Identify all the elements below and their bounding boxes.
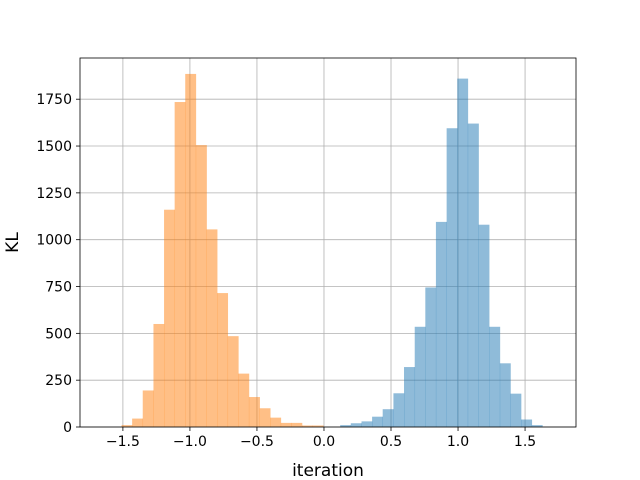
histogram-bar [259, 408, 271, 427]
histogram-bar [361, 421, 373, 427]
x-tick-label: 1.5 [514, 434, 536, 450]
histogram-bar [446, 128, 458, 427]
y-axis-label: KL [3, 232, 23, 253]
y-tick-label: 500 [45, 326, 72, 342]
histogram-bar [270, 417, 282, 427]
histogram-bar [467, 123, 479, 427]
histogram-bar [372, 416, 383, 427]
histogram-series-0 [340, 78, 543, 427]
histogram-bar [121, 425, 133, 427]
bars [121, 73, 543, 428]
y-tick-label: 250 [45, 373, 72, 389]
histogram-bar [521, 419, 533, 427]
histogram-bar [382, 409, 394, 427]
x-tick-label: −1.0 [173, 434, 207, 450]
x-tick-label: 1.0 [447, 434, 469, 450]
histogram-bar [393, 393, 405, 427]
histogram-bar [499, 363, 511, 427]
histogram-bar [350, 423, 362, 427]
histogram-bar [291, 422, 303, 427]
histogram-bar [425, 287, 437, 427]
histogram-bar [414, 326, 426, 427]
histogram-bar [248, 397, 260, 427]
histogram-bar [312, 425, 324, 427]
histogram-bar [301, 425, 314, 427]
plot-frame [79, 57, 577, 428]
histogram-bar [217, 293, 229, 427]
histogram-bar [489, 326, 501, 427]
histogram-bar [280, 422, 292, 427]
histogram-bar [195, 145, 207, 427]
histogram-bar [404, 367, 416, 427]
histogram-bar [142, 390, 154, 427]
histogram-bar [457, 78, 469, 427]
x-tick-label: 0.5 [380, 434, 402, 450]
y-tick-label: 1250 [36, 186, 72, 202]
histogram-bar [531, 425, 543, 427]
x-tick-label: 0.0 [313, 434, 335, 450]
y-tick-label: 1750 [36, 92, 72, 108]
histogram-bar [227, 336, 239, 427]
histogram-bar [164, 209, 175, 427]
histogram-bar [185, 73, 197, 427]
y-tick-label: 0 [63, 420, 72, 436]
histogram-bar [132, 418, 144, 427]
x-axis-ticks: −1.5 −1.0 −0.5 0.0 0.5 1.0 1.5 [106, 427, 536, 450]
histogram-bar [478, 224, 490, 427]
histogram-bar [238, 373, 250, 427]
histogram-bar [153, 323, 165, 427]
histogram-bar [510, 393, 522, 427]
x-tick-label: −1.5 [106, 434, 140, 450]
y-tick-label: 1500 [36, 139, 72, 155]
y-tick-label: 1000 [36, 233, 72, 249]
histogram-bar [206, 229, 218, 427]
y-axis-ticks: 0 250 500 750 1000 1250 1500 1750 [36, 92, 80, 436]
y-tick-label: 750 [45, 280, 72, 296]
histogram-bar [435, 221, 447, 427]
histogram-series-1 [121, 73, 324, 428]
x-tick-label: −0.5 [240, 434, 274, 450]
histogram-bar [174, 102, 186, 428]
x-axis-label: iteration [292, 461, 364, 480]
histogram-bar [340, 425, 352, 427]
